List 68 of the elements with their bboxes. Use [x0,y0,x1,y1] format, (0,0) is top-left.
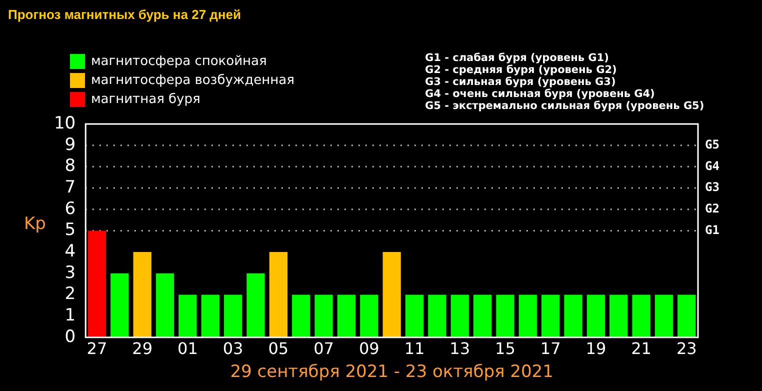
bar [428,294,446,338]
y-tick-label: 4 [64,241,76,262]
ref-line-label: G5 [705,137,720,152]
y-tick-label: 5 [64,220,76,240]
bar [678,294,696,338]
y-tick-label: 6 [64,198,76,219]
bar [586,294,606,338]
text: G5 - экстремально сильная буря (уровень G5) [425,100,704,112]
x-tick-label: 29 [132,339,153,358]
bar [224,294,242,338]
bar [88,230,106,338]
bar [246,273,265,338]
y-tick-label: 10 [54,113,76,134]
bar [337,294,356,338]
legend-label: магнитосфера возбужденная [91,73,294,88]
bar [496,294,514,338]
x-tick-label: 19 [586,339,606,358]
x-tick-label: 17 [540,339,561,358]
text: G1 - слабая буря (уровень G1) [425,52,610,64]
text: G4 - очень сильная буря (уровень G4) [425,88,656,100]
x-tick-label: 07 [314,339,334,358]
y-axis-title: Kp [24,214,46,234]
chart-title: Прогноз магнитных бурь на 27 дней [8,7,241,22]
y-tick-label: 8 [64,156,76,176]
x-tick-label: 23 [676,339,697,358]
bar [314,294,333,338]
bar [564,294,582,338]
x-tick-label: 13 [450,339,470,358]
x-tick-label: 21 [631,339,652,358]
y-tick-label: 0 [64,326,76,347]
bar [632,294,650,338]
bar [654,294,674,338]
text: G2 - средняя буря (уровень G2) [425,64,618,76]
bar [542,294,560,338]
ref-line-label: G1 [705,222,720,237]
bar [450,294,469,338]
legend-label: магнитосфера спокойная [91,54,267,69]
y-tick-label: 2 [64,284,76,304]
bar [110,273,129,338]
text: G3 - сильная буря (уровень G3) [425,76,617,88]
x-tick-label: 11 [404,339,425,358]
x-tick-label: 01 [178,339,198,358]
x-tick-label: 15 [495,339,516,358]
x-tick-label: 27 [86,339,108,358]
x-tick-label: 03 [222,339,244,358]
y-tick-label: 1 [64,305,76,326]
y-tick-label: 9 [64,134,76,155]
ref-line-label: G4 [705,158,720,173]
ref-line-label: G3 [705,180,720,194]
bar [473,294,492,338]
bar [269,252,288,338]
bar [156,273,174,338]
bar [133,252,152,338]
bar [610,294,628,338]
bar [518,294,537,338]
legend-label: магнитная буря [91,92,200,107]
x-axis-title: 29 сентября 2021 - 23 октября 2021 [230,362,554,382]
y-tick-label: 3 [64,262,76,283]
x-tick-label: 05 [268,339,289,358]
bar [292,294,310,338]
bar [382,252,401,338]
x-tick-label: 09 [358,339,380,358]
bar [360,294,378,338]
bar [405,294,424,338]
ref-line-label: G2 [705,201,720,216]
y-tick-label: 7 [64,177,76,198]
bar [201,294,220,338]
bar [178,294,197,338]
